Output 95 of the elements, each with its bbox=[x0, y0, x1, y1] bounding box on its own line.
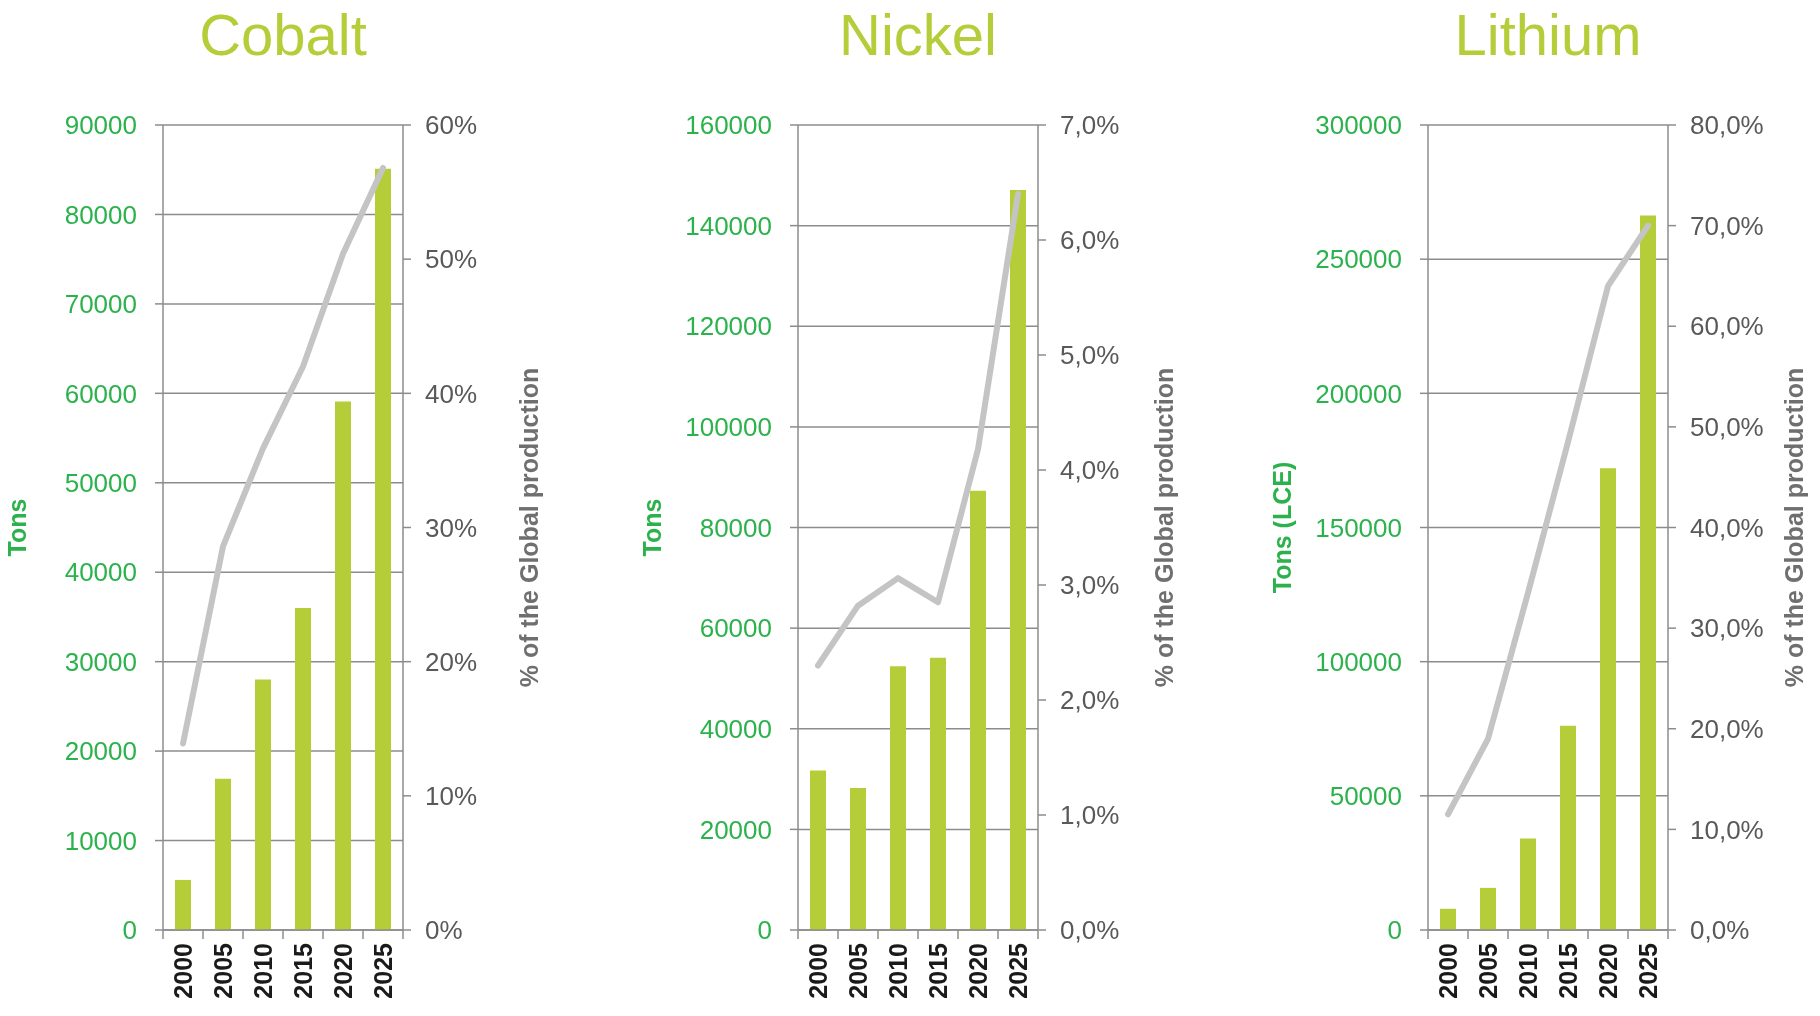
bar bbox=[810, 770, 826, 930]
bar bbox=[850, 788, 866, 930]
bar bbox=[335, 401, 351, 930]
x-tick-label: 2010 bbox=[248, 943, 277, 999]
y2-tick-label: 20,0% bbox=[1690, 713, 1764, 744]
bar bbox=[215, 778, 231, 930]
y-tick-label: 100000 bbox=[1315, 646, 1402, 677]
y-tick-label: 10000 bbox=[64, 825, 137, 856]
x-tick-label: 2015 bbox=[288, 942, 317, 999]
y2-tick-label: 10% bbox=[425, 781, 478, 812]
y-tick-label: 20000 bbox=[64, 736, 137, 767]
y2-tick-label: 2,0% bbox=[1060, 685, 1120, 716]
y2-axis-title: % of the Global production bbox=[514, 367, 543, 688]
y-tick-label: 200000 bbox=[1315, 378, 1402, 409]
y2-tick-label: 4,0% bbox=[1060, 455, 1120, 486]
y-axis-title: Tons (LCE) bbox=[1267, 461, 1296, 594]
y2-tick-label: 20% bbox=[425, 646, 478, 677]
x-tick-label: 2005 bbox=[843, 942, 872, 999]
bar bbox=[175, 879, 191, 930]
x-tick-label: 2025 bbox=[1003, 942, 1032, 999]
bar bbox=[970, 490, 986, 930]
y-tick-label: 140000 bbox=[685, 210, 772, 241]
chart-title: Cobalt bbox=[198, 2, 368, 69]
y-tick-label: 150000 bbox=[1315, 512, 1402, 543]
y-axis-title: Tons bbox=[2, 498, 31, 557]
y2-tick-label: 60,0% bbox=[1690, 311, 1764, 342]
y-tick-label: 50000 bbox=[1329, 781, 1402, 812]
x-tick-label: 2010 bbox=[1513, 943, 1542, 999]
bar bbox=[1640, 215, 1656, 930]
bar bbox=[1440, 908, 1456, 930]
y2-axis-title: % of the Global production bbox=[1149, 367, 1178, 688]
y-tick-label: 80000 bbox=[699, 512, 772, 543]
y2-tick-label: 30% bbox=[425, 512, 478, 543]
y-axis-title: Tons bbox=[637, 498, 666, 557]
bar bbox=[1520, 838, 1536, 930]
x-tick-label: 2000 bbox=[803, 943, 832, 999]
x-tick-label: 2000 bbox=[168, 943, 197, 999]
y-tick-label: 300000 bbox=[1315, 110, 1402, 141]
bar bbox=[890, 666, 906, 930]
x-tick-label: 2005 bbox=[1473, 942, 1502, 999]
y2-tick-label: 40% bbox=[425, 378, 478, 409]
y-tick-label: 0 bbox=[1387, 915, 1402, 946]
y2-tick-label: 50,0% bbox=[1690, 412, 1764, 443]
x-tick-label: 2015 bbox=[923, 942, 952, 999]
chart-title: Nickel bbox=[838, 2, 998, 69]
x-tick-label: 2025 bbox=[368, 942, 397, 999]
y-tick-label: 70000 bbox=[64, 289, 137, 320]
y2-tick-label: 1,0% bbox=[1060, 800, 1120, 831]
y2-tick-label: 30,0% bbox=[1690, 613, 1764, 644]
bar bbox=[375, 168, 391, 930]
y-tick-label: 160000 bbox=[685, 110, 772, 141]
x-tick-label: 2020 bbox=[1593, 943, 1622, 999]
y2-tick-label: 50% bbox=[425, 244, 478, 275]
x-tick-label: 2000 bbox=[1433, 943, 1462, 999]
x-tick-label: 2020 bbox=[963, 943, 992, 999]
y2-axis-title: % of the Global production bbox=[1779, 367, 1808, 688]
y2-tick-label: 80,0% bbox=[1690, 110, 1764, 141]
x-tick-label: 2005 bbox=[208, 942, 237, 999]
chart-title: Lithium bbox=[1453, 2, 1643, 69]
bar bbox=[295, 608, 311, 930]
bar bbox=[1600, 468, 1616, 930]
x-tick-label: 2015 bbox=[1553, 942, 1582, 999]
y-tick-label: 50000 bbox=[64, 468, 137, 499]
y-tick-label: 0 bbox=[122, 915, 137, 946]
y2-tick-label: 70,0% bbox=[1690, 210, 1764, 241]
y2-tick-label: 0,0% bbox=[1060, 915, 1120, 946]
bar bbox=[1560, 725, 1576, 930]
x-tick-label: 2020 bbox=[328, 943, 357, 999]
y2-tick-label: 40,0% bbox=[1690, 512, 1764, 543]
y2-tick-label: 0% bbox=[425, 915, 463, 946]
y-tick-label: 0 bbox=[757, 915, 772, 946]
bar bbox=[1010, 189, 1026, 930]
y-tick-label: 20000 bbox=[699, 814, 772, 845]
y-tick-label: 100000 bbox=[685, 412, 772, 443]
y2-tick-label: 0,0% bbox=[1690, 915, 1750, 946]
y-tick-label: 80000 bbox=[64, 199, 137, 230]
y-tick-label: 120000 bbox=[685, 311, 772, 342]
y2-tick-label: 3,0% bbox=[1060, 570, 1120, 601]
y2-tick-label: 60% bbox=[425, 110, 478, 141]
y-tick-label: 40000 bbox=[699, 713, 772, 744]
y-tick-label: 30000 bbox=[64, 646, 137, 677]
y2-tick-label: 7,0% bbox=[1060, 110, 1120, 141]
bar bbox=[930, 657, 946, 930]
x-tick-label: 2025 bbox=[1633, 942, 1662, 999]
y2-tick-label: 5,0% bbox=[1060, 340, 1120, 371]
y-tick-label: 60000 bbox=[64, 378, 137, 409]
bar bbox=[1480, 887, 1496, 930]
y2-tick-label: 6,0% bbox=[1060, 225, 1120, 256]
y2-tick-label: 10,0% bbox=[1690, 814, 1764, 845]
x-tick-label: 2010 bbox=[883, 943, 912, 999]
y-tick-label: 250000 bbox=[1315, 244, 1402, 275]
bar bbox=[255, 679, 271, 930]
y-tick-label: 60000 bbox=[699, 613, 772, 644]
y-tick-label: 40000 bbox=[64, 557, 137, 588]
y-tick-label: 90000 bbox=[64, 110, 137, 141]
